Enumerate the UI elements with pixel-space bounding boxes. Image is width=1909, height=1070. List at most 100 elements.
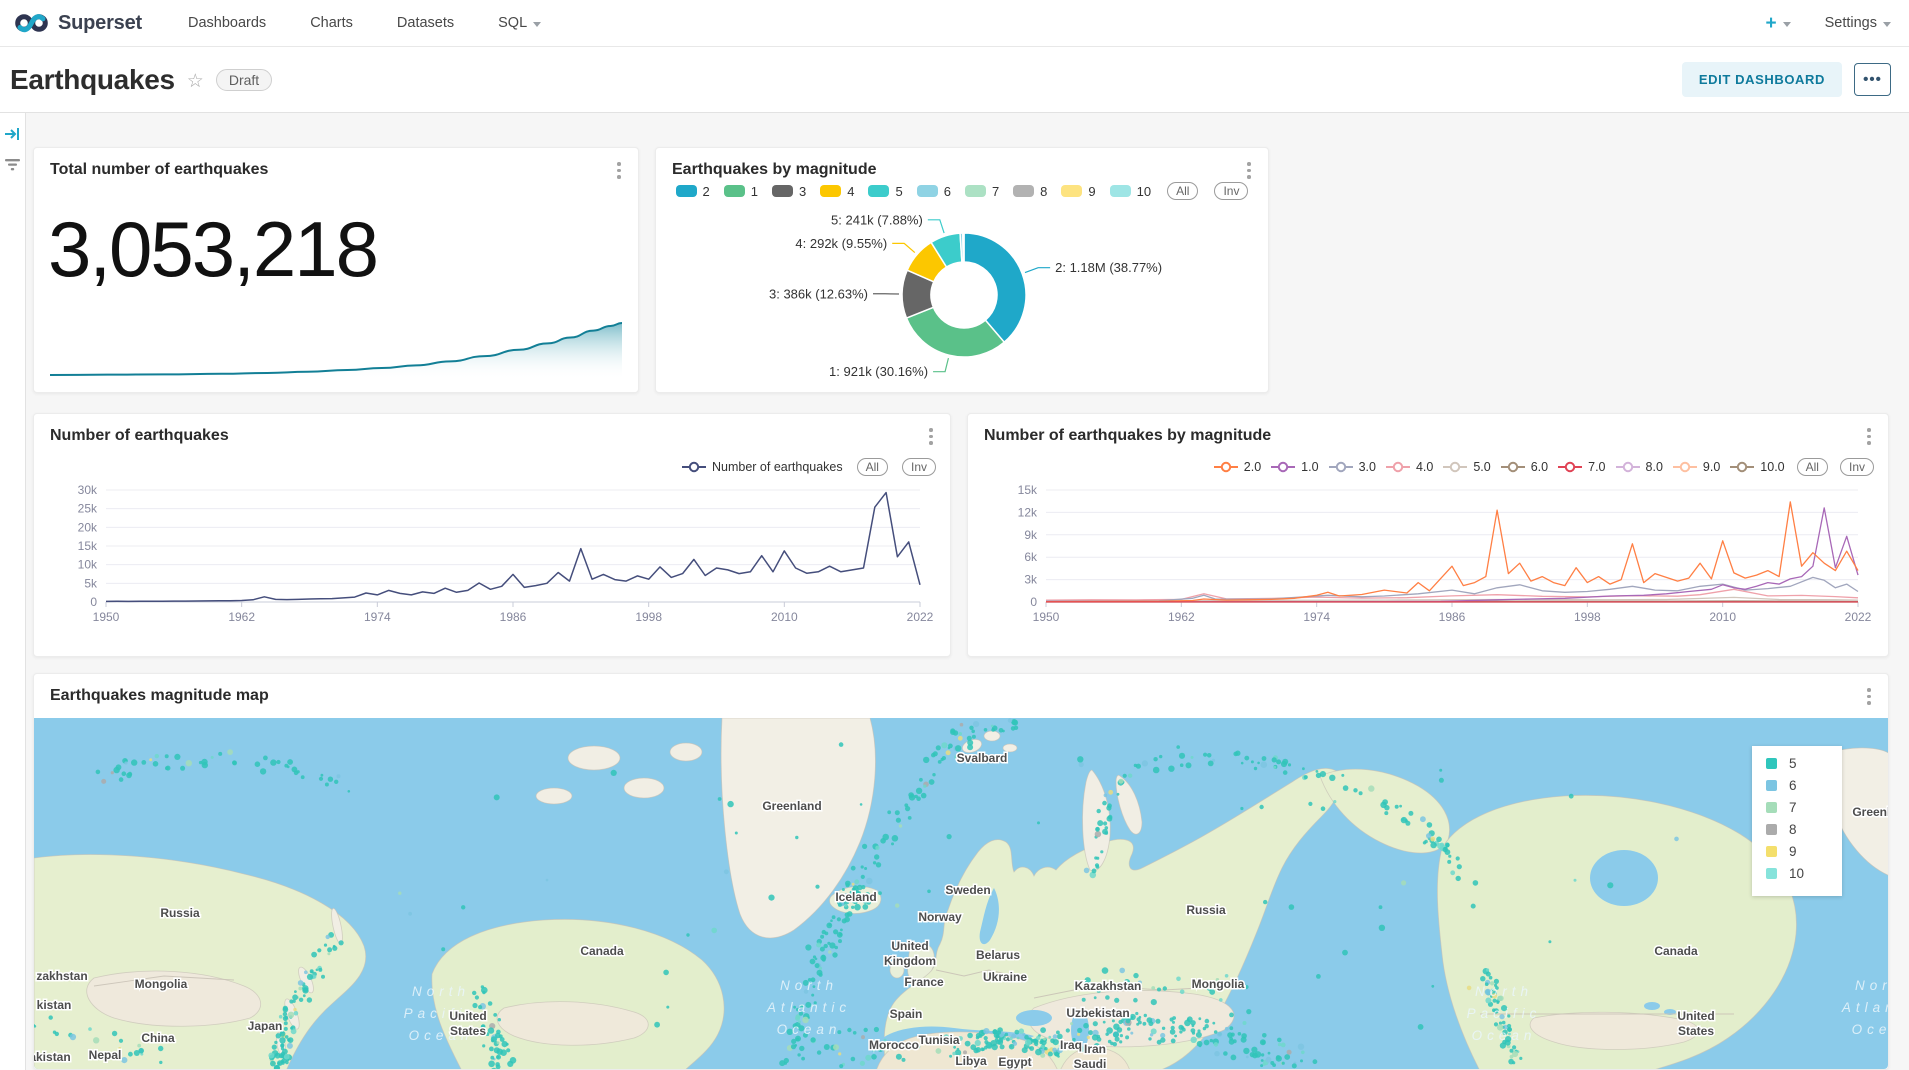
map-legend-swatch: [1766, 802, 1777, 813]
donut-chart[interactable]: 2: 1.18M (38.77%) 1: 921k (30.16%) 3: 386k…: [672, 204, 1254, 388]
legend-swatch: [1109, 185, 1131, 197]
ocean-labels: North Pacific Ocean North Atlantic Ocean North…: [404, 978, 1888, 1043]
map-country-label: Canada: [1654, 944, 1698, 958]
legend-item-7[interactable]: 7: [964, 184, 999, 199]
nav-dashboards[interactable]: Dashboards: [188, 15, 267, 31]
dashboard-more-button[interactable]: •••: [1854, 63, 1891, 96]
edit-dashboard-button[interactable]: EDIT DASHBOARD: [1681, 62, 1842, 97]
svg-text:30k: 30k: [78, 483, 98, 497]
favorite-star-icon[interactable]: ☆: [186, 70, 204, 92]
country-labels: Svalbard Greenland Greenland Iceland Sweden N…: [34, 750, 1888, 1070]
legend-item-2[interactable]: 2: [675, 184, 710, 199]
legend-item-2.0[interactable]: 2.0: [1213, 460, 1261, 474]
donut-slice-label: 2: 1.18M (38.77%): [1055, 260, 1162, 275]
nav-charts[interactable]: Charts: [310, 15, 353, 31]
legend-swatch: [820, 185, 842, 197]
legend-item-Number of earthquakes[interactable]: Number of earthquakes: [682, 460, 843, 474]
chart-kebab-menu[interactable]: [1242, 162, 1256, 180]
map-legend-item-5[interactable]: 5: [1766, 756, 1832, 771]
chart-kebab-menu[interactable]: [1862, 688, 1876, 706]
svg-text:5k: 5k: [84, 576, 98, 590]
map-country-label: States: [450, 1024, 486, 1038]
series-marker-icon: [1730, 461, 1755, 473]
card-earthquakes-by-magnitude: Earthquakes by magnitude 2 1 3 4 5 6 7 8 9 10 All I…: [655, 147, 1269, 393]
map-country-label: Russia: [1186, 903, 1226, 917]
map-country-label: Nepal: [89, 1048, 122, 1062]
map-ocean-label: North: [1475, 984, 1533, 999]
card-earthquakes-magnitude-map: Earthquakes magnitude map: [33, 673, 1889, 1070]
legend-item-4[interactable]: 4: [820, 184, 854, 199]
legend-inv-button[interactable]: Inv: [1839, 458, 1874, 476]
legend-item-1[interactable]: 1: [723, 184, 758, 199]
chart-title: Total number of earthquakes: [50, 161, 269, 178]
filter-icon[interactable]: [5, 159, 20, 171]
card-earthquakes-by-magnitude-lines: Number of earthquakes by magnitude 2.0 1.…: [967, 413, 1889, 657]
map-country-label: Svalbard: [957, 751, 1008, 765]
map-country-label: Uzbekistan: [1066, 1006, 1129, 1020]
svg-text:1998: 1998: [1574, 610, 1601, 624]
expand-filters-icon[interactable]: [5, 127, 20, 141]
map-canvas: North Pacific Ocean North Atlantic Ocean North…: [34, 718, 1888, 1069]
series-marker-icon: [1615, 461, 1640, 473]
svg-text:15k: 15k: [78, 539, 98, 553]
legend-inv-button[interactable]: Inv: [1214, 182, 1249, 200]
nav-datasets[interactable]: Datasets: [396, 15, 455, 31]
legend-item-5.0[interactable]: 5.0: [1443, 460, 1491, 474]
map-country-label: States: [1678, 1024, 1714, 1038]
svg-text:1986: 1986: [1439, 610, 1466, 624]
map-country-label: Kingdom: [884, 954, 936, 968]
legend-item-4.0[interactable]: 4.0: [1385, 460, 1433, 474]
chart-kebab-menu[interactable]: [612, 162, 626, 180]
map-legend-item-7[interactable]: 7: [1766, 800, 1832, 815]
map-legend-item-9[interactable]: 9: [1766, 844, 1832, 859]
legend-item-10[interactable]: 10: [1109, 184, 1151, 199]
chart-kebab-menu[interactable]: [924, 428, 938, 446]
map-legend-swatch: [1766, 846, 1777, 857]
superset-logo[interactable]: Superset: [14, 12, 142, 35]
settings-menu[interactable]: Settings: [1825, 15, 1891, 31]
map-country-label: Morocco: [869, 1038, 919, 1052]
map-ocean-label: Atlantic: [1841, 1000, 1888, 1015]
legend-item-9.0[interactable]: 9.0: [1672, 460, 1720, 474]
legend-inv-button[interactable]: Inv: [901, 458, 936, 476]
svg-text:0: 0: [1030, 595, 1037, 609]
legend-item-5[interactable]: 5: [868, 184, 903, 199]
legend-item-3[interactable]: 3: [772, 184, 806, 199]
map-borders: [93, 969, 1734, 1015]
svg-text:12k: 12k: [1018, 505, 1038, 519]
legend-item-1.0[interactable]: 1.0: [1271, 460, 1319, 474]
legend-swatch: [772, 185, 793, 197]
map-legend-item-6[interactable]: 6: [1766, 778, 1832, 793]
map-legend-item-10[interactable]: 10: [1766, 866, 1832, 881]
legend-item-8[interactable]: 8: [1013, 184, 1047, 199]
infinity-logo-icon: [15, 14, 48, 33]
svg-text:2010: 2010: [771, 610, 798, 624]
legend-item-8.0[interactable]: 8.0: [1615, 460, 1663, 474]
legend-item-7.0[interactable]: 7.0: [1558, 460, 1606, 474]
svg-text:1962: 1962: [1168, 610, 1195, 624]
series-marker-icon: [1672, 461, 1697, 473]
legend-swatch: [675, 185, 697, 197]
legend-item-10.0[interactable]: 10.0: [1730, 460, 1785, 474]
map-country-label: Kazakhstan: [1075, 979, 1142, 993]
legend-all-button[interactable]: All: [1167, 182, 1199, 200]
svg-text:9k: 9k: [1024, 528, 1038, 542]
map-legend-item-8[interactable]: 8: [1766, 822, 1832, 837]
new-item-button[interactable]: +: [1765, 14, 1791, 33]
legend-item-6[interactable]: 6: [916, 184, 951, 199]
chart-kebab-menu[interactable]: [1862, 428, 1876, 446]
series-marker-icon: [682, 461, 706, 473]
legend-item-3.0[interactable]: 3.0: [1328, 460, 1376, 474]
legend-all-button[interactable]: All: [1796, 458, 1828, 476]
legend-item-9[interactable]: 9: [1061, 184, 1096, 199]
map-country-label: Greenland: [762, 799, 821, 813]
map-legend-swatch: [1766, 868, 1777, 879]
nav-sql[interactable]: SQL: [498, 15, 542, 31]
svg-text:1950: 1950: [1033, 610, 1060, 624]
legend-item-6.0[interactable]: 6.0: [1500, 460, 1548, 474]
chart-title: Number of earthquakes by magnitude: [984, 427, 1272, 444]
world-map[interactable]: North Pacific Ocean North Atlantic Ocean North…: [34, 718, 1888, 1069]
legend-all-button[interactable]: All: [856, 458, 888, 476]
